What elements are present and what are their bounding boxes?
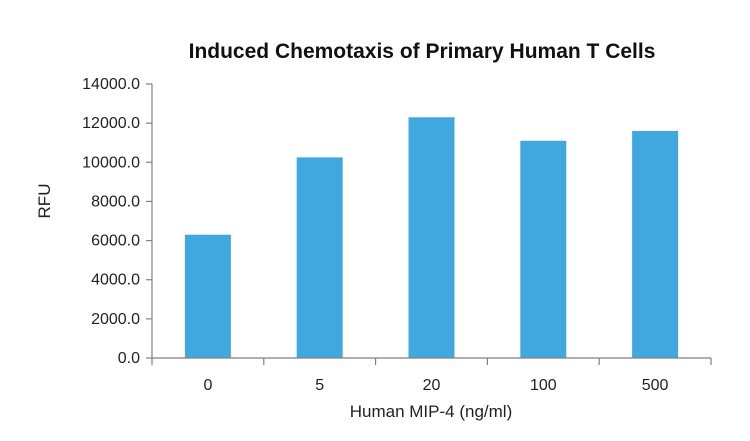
bar <box>408 117 455 359</box>
y-tick-label: 14000.0 <box>82 76 140 93</box>
x-tick-label: 5 <box>315 377 324 394</box>
y-tick-label: 10000.0 <box>82 154 140 171</box>
y-tick-label: 0.0 <box>118 350 140 367</box>
y-tick-label: 8000.0 <box>91 193 140 210</box>
x-axis: 0 5 20 100 500 <box>151 357 712 394</box>
bar <box>632 130 679 358</box>
x-tick-label: 0 <box>203 377 212 394</box>
y-tick-label: 2000.0 <box>91 311 140 328</box>
y-axis: 0.0 2000.0 4000.0 6000.0 8000.0 10000.0 12000.… <box>82 76 153 367</box>
x-tick-label: 100 <box>530 377 557 394</box>
x-tick-label: 500 <box>642 377 669 394</box>
bar <box>296 157 343 358</box>
bar <box>184 234 231 358</box>
y-tick-label: 6000.0 <box>91 233 140 250</box>
bar <box>520 140 567 358</box>
bars <box>184 117 679 359</box>
chart-title: Induced Chemotaxis of Primary Human T Ce… <box>189 40 656 63</box>
y-axis-label: RFU <box>35 184 54 219</box>
y-tick-label: 4000.0 <box>91 272 140 289</box>
x-axis-label: Human MIP-4 (ng/ml) <box>350 402 512 421</box>
x-tick-label: 20 <box>423 377 441 394</box>
y-tick-label: 12000.0 <box>82 115 140 132</box>
